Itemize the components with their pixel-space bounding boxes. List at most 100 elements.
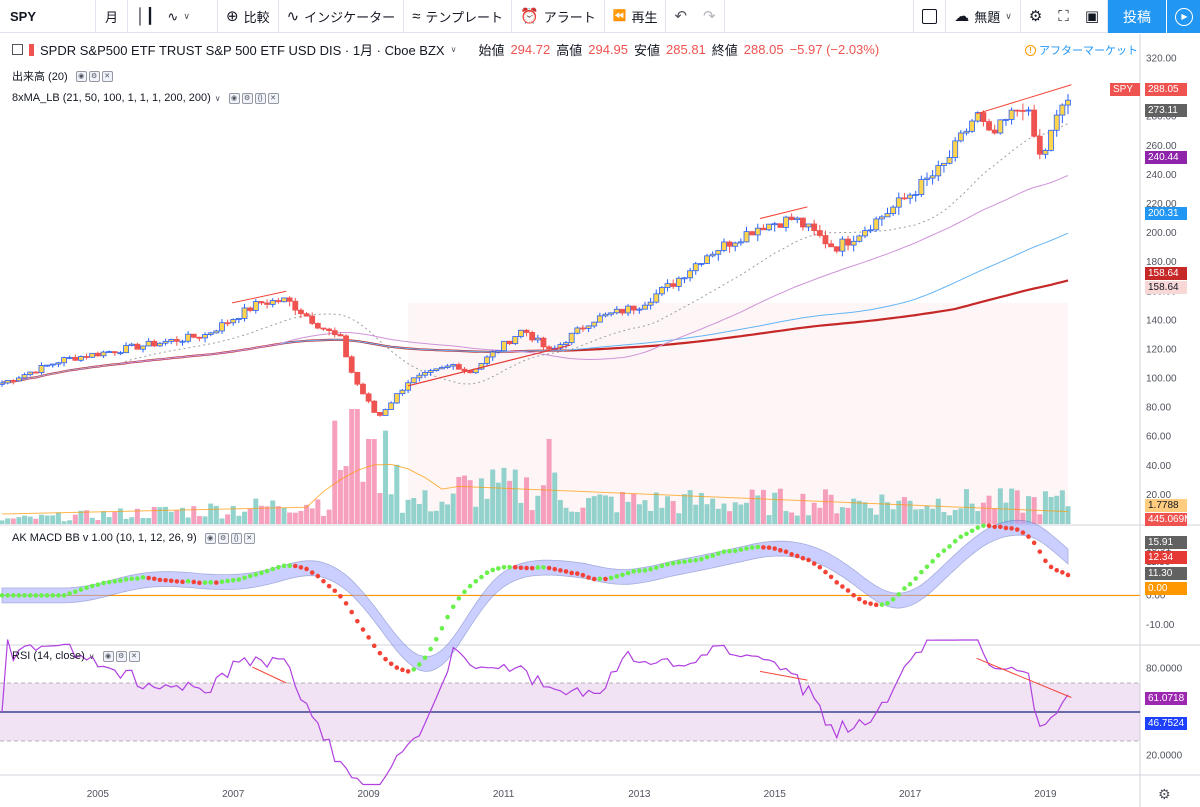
volume-legend[interactable]: 出来高 (20) ◉ ⚙ ✕ [12, 68, 113, 84]
warning-icon: ! [1025, 44, 1036, 56]
undo-button[interactable]: ↶ [666, 0, 695, 33]
macd-dot [591, 576, 597, 582]
volume-title: 出来高 (20) [12, 71, 68, 83]
candle-body [1019, 110, 1026, 112]
eye-icon[interactable]: ◉ [102, 650, 114, 662]
symbol-search-button[interactable]: SPY [0, 0, 96, 33]
candle-body [800, 217, 806, 228]
eye-icon[interactable]: ◉ [204, 532, 216, 544]
volume-bar [332, 420, 338, 524]
gear-icon[interactable]: ⚙ [241, 92, 253, 104]
eye-icon[interactable]: ◉ [228, 92, 240, 104]
macd-legend[interactable]: AK MACD BB v 1.00 (10, 1, 12, 26, 9) ◉ ⚙{… [12, 532, 255, 544]
volume-bar [744, 502, 750, 524]
volume-bar [202, 516, 208, 524]
candle-body [376, 412, 383, 416]
candle-body [134, 343, 141, 350]
macd-dot [112, 579, 118, 584]
macd-dot [558, 568, 563, 573]
macd-dot [146, 575, 151, 581]
candle-body [309, 315, 316, 324]
macd-dot [687, 558, 693, 563]
eye-icon[interactable]: ◉ [75, 70, 87, 82]
candle-body [1025, 109, 1032, 112]
volume-bar [270, 500, 276, 524]
volume-bar [749, 489, 755, 524]
volume-bar [834, 513, 840, 524]
macd-dot [135, 576, 140, 581]
play-button[interactable]: ▶ [1166, 0, 1200, 33]
volume-bar [225, 514, 231, 524]
candle-body [235, 318, 242, 320]
braces-icon[interactable]: {} [230, 532, 242, 544]
layout-name-button[interactable]: ☁ 無題 ∨ [946, 0, 1021, 33]
chart-area[interactable]: 320.00300.00280.00260.00240.00220.00200.… [0, 34, 1200, 807]
volume-bar [839, 507, 845, 524]
candle-body [822, 235, 829, 245]
rsi-legend[interactable]: RSI (14, close) ∨ ◉ ⚙ ✕ [12, 650, 140, 662]
candle-body [10, 380, 17, 382]
fullscreen-layout-button[interactable] [913, 0, 947, 33]
candle-body [382, 409, 389, 416]
symbol-price-tag: SPY [1110, 83, 1140, 96]
snapshot-button[interactable]: ▣ [1077, 0, 1108, 33]
candle-body [506, 340, 513, 345]
replay-button[interactable]: ⏪ 再生 [605, 0, 667, 33]
after-market-notice[interactable]: ! アフターマーケット [1025, 42, 1138, 58]
macd-dot [952, 538, 958, 544]
macd-dot [958, 534, 964, 540]
volume-bar [258, 505, 264, 524]
chevron-down-icon[interactable]: ∨ [450, 45, 457, 54]
chevron-down-icon[interactable]: ∨ [214, 93, 221, 103]
macd-dot [496, 566, 501, 571]
alert-button[interactable]: ⏰ アラート [512, 0, 605, 33]
volume-bar [456, 476, 462, 524]
fullscreen-button[interactable]: ⛶ [1050, 0, 1077, 33]
close-icon[interactable]: ✕ [243, 532, 255, 544]
gear-icon[interactable]: ⚙ [115, 650, 127, 662]
macd-dot [789, 552, 794, 557]
indicators-button[interactable]: ∿ インジケーター [279, 0, 405, 33]
chevron-down-icon[interactable]: ∨ [88, 651, 95, 661]
gear-icon[interactable]: ⚙ [217, 532, 229, 544]
interval-button[interactable]: 月 [96, 0, 128, 33]
close-icon[interactable]: ✕ [267, 92, 279, 104]
macd-dot [168, 578, 174, 584]
settings-button[interactable]: ⚙ [1021, 0, 1050, 33]
volume-bar [112, 512, 118, 524]
templates-button[interactable]: ≈ テンプレート [404, 0, 513, 33]
redo-button[interactable]: ↷ [695, 0, 725, 33]
close-icon[interactable]: ✕ [101, 70, 113, 82]
volume-bar [868, 508, 874, 524]
publish-button[interactable]: 投稿 [1108, 0, 1166, 33]
candle-body [608, 312, 615, 315]
flag-icon[interactable] [29, 43, 34, 56]
volume-bar [196, 516, 202, 524]
chart-type-button[interactable]: │┃ ∿ ∨ [128, 0, 218, 33]
rsi-axis-tag: 61.0718 [1145, 692, 1187, 705]
candle-body [833, 246, 840, 252]
chart-settings-gear-icon[interactable]: ⚙ [1158, 786, 1171, 802]
close-icon[interactable]: ✕ [128, 650, 140, 662]
compare-button[interactable]: ⊕ 比較 [218, 0, 279, 33]
volume-bar [129, 517, 135, 524]
macd-dot [366, 635, 371, 640]
candle-body [286, 297, 293, 302]
candle-body [924, 177, 930, 180]
macd-dot [969, 528, 975, 534]
chart-canvas[interactable]: 320.00300.00280.00260.00240.00220.00200.… [0, 34, 1200, 807]
braces-icon[interactable]: {} [254, 92, 266, 104]
candle-body [737, 241, 744, 244]
collapse-icon[interactable] [12, 44, 23, 55]
price-axis-tag: 273.11 [1145, 104, 1187, 117]
volume-bar [924, 505, 930, 524]
candle-body [963, 130, 970, 134]
macd-dot [292, 563, 298, 569]
main-series-legend: SPDR S&P500 ETF TRUST S&P 500 ETF USD DI… [12, 40, 879, 59]
candle-body [224, 322, 231, 325]
macd-dot [851, 592, 856, 598]
macd-dot [157, 577, 163, 583]
gear-icon[interactable]: ⚙ [88, 70, 100, 82]
macd-dot [766, 545, 772, 550]
ma-legend[interactable]: 8xMA_LB (21, 50, 100, 1, 1, 1, 200, 200)… [12, 92, 279, 104]
